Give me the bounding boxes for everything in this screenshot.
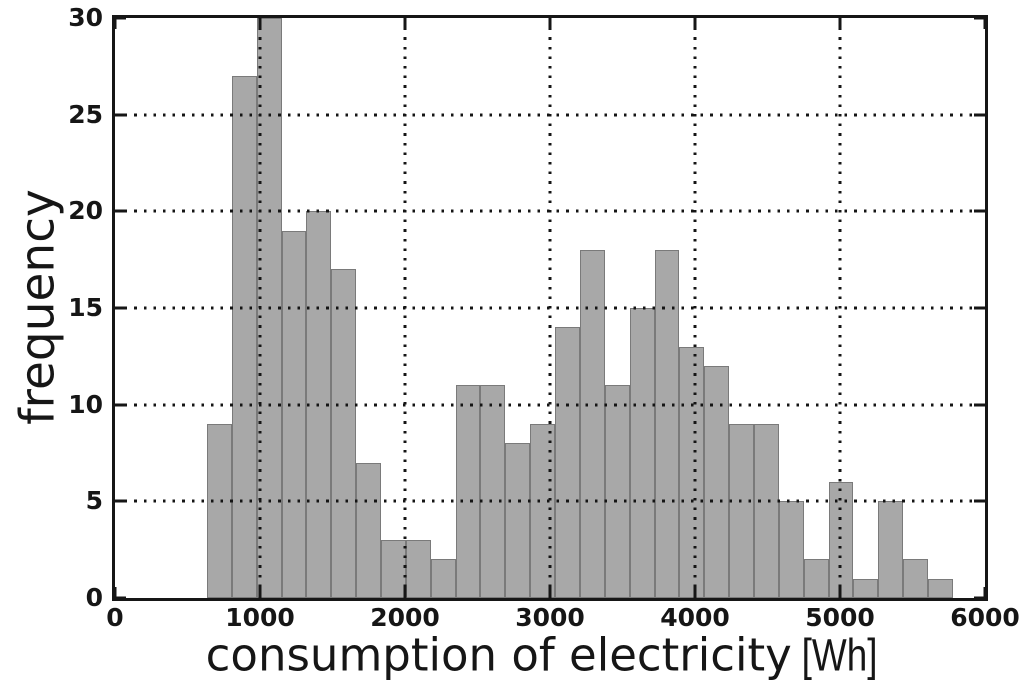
- x-tick-mark: [258, 18, 262, 29]
- x-tick-label: 2000: [370, 603, 440, 632]
- histogram-bar: [480, 385, 506, 598]
- y-tick-label: 5: [85, 486, 103, 516]
- y-tick-mark: [974, 306, 985, 310]
- y-tick-label: 0: [85, 583, 103, 612]
- x-tick-mark: [115, 18, 117, 29]
- x-tick-label: 4000: [660, 603, 730, 632]
- horizontal-gridline: [115, 113, 985, 117]
- y-tick-label: 20: [68, 196, 103, 226]
- x-axis-label-text: consumption of electricity: [205, 628, 792, 682]
- histogram-bar: [679, 346, 705, 598]
- y-tick-mark: [115, 596, 126, 598]
- y-tick-label: 10: [68, 389, 103, 419]
- histogram-bar: [604, 385, 630, 598]
- x-tick-mark: [548, 587, 552, 598]
- x-tick-mark: [403, 587, 407, 598]
- histogram-bar: [654, 250, 680, 598]
- histogram-bar: [405, 540, 431, 598]
- horizontal-gridline: [115, 306, 985, 310]
- horizontal-gridline: [115, 499, 985, 503]
- y-tick-label: 30: [68, 3, 103, 32]
- histogram-bar: [704, 366, 730, 598]
- x-tick-label: 6000: [950, 603, 1020, 632]
- x-tick-mark: [115, 587, 117, 598]
- histogram-bar: [381, 540, 406, 598]
- histogram-bar: [928, 578, 953, 598]
- histogram-bar: [331, 269, 357, 598]
- x-tick-mark: [838, 18, 842, 29]
- y-tick-mark: [974, 499, 985, 503]
- x-axis-label: consumption of electricity [Wh]: [206, 629, 895, 682]
- histogram-bar: [754, 424, 779, 598]
- y-tick-mark: [115, 499, 126, 503]
- y-tick-mark: [115, 209, 126, 213]
- x-axis-unit-label: [Wh]: [801, 629, 878, 681]
- histogram-bar: [729, 424, 754, 598]
- y-tick-mark: [115, 18, 126, 20]
- y-tick-mark: [115, 113, 126, 117]
- x-tick-label: 5000: [805, 603, 875, 632]
- x-tick-label: 3000: [515, 603, 585, 632]
- y-tick-mark: [974, 113, 985, 117]
- x-tick-mark: [838, 587, 842, 598]
- x-tick-mark: [693, 18, 697, 29]
- plot-area: [112, 15, 988, 601]
- histogram-bar: [505, 443, 531, 598]
- histogram-bar: [629, 308, 655, 598]
- y-tick-mark: [115, 403, 126, 407]
- y-tick-mark: [115, 306, 126, 310]
- histogram-bar: [579, 250, 605, 598]
- histogram-bar: [455, 385, 481, 598]
- histogram-bar: [356, 462, 381, 598]
- y-tick-label: 15: [68, 293, 103, 322]
- histogram-bar: [778, 501, 804, 598]
- x-tick-label: 0: [106, 603, 124, 632]
- y-tick-mark: [974, 18, 985, 20]
- plot-inner: [115, 18, 985, 598]
- histogram-bar: [803, 559, 829, 598]
- histogram-bar: [853, 578, 879, 598]
- horizontal-gridline: [115, 209, 985, 213]
- x-tick-mark: [403, 18, 407, 29]
- y-tick-mark: [974, 596, 985, 598]
- x-tick-mark: [983, 587, 985, 598]
- horizontal-gridline: [115, 403, 985, 407]
- histogram-bar: [281, 230, 307, 598]
- y-tick-mark: [974, 403, 985, 407]
- histogram-bar: [878, 501, 904, 598]
- histogram-bar: [231, 76, 257, 598]
- histogram-bar: [430, 559, 456, 598]
- histogram-bar: [206, 424, 232, 598]
- histogram-bar: [903, 559, 929, 598]
- x-tick-mark: [693, 587, 697, 598]
- y-tick-label: 25: [68, 99, 103, 129]
- x-tick-label: 1000: [225, 603, 295, 632]
- y-tick-mark: [974, 209, 985, 213]
- x-tick-mark: [983, 18, 985, 29]
- x-tick-mark: [258, 587, 262, 598]
- histogram-bar: [555, 327, 580, 598]
- x-tick-mark: [548, 18, 552, 29]
